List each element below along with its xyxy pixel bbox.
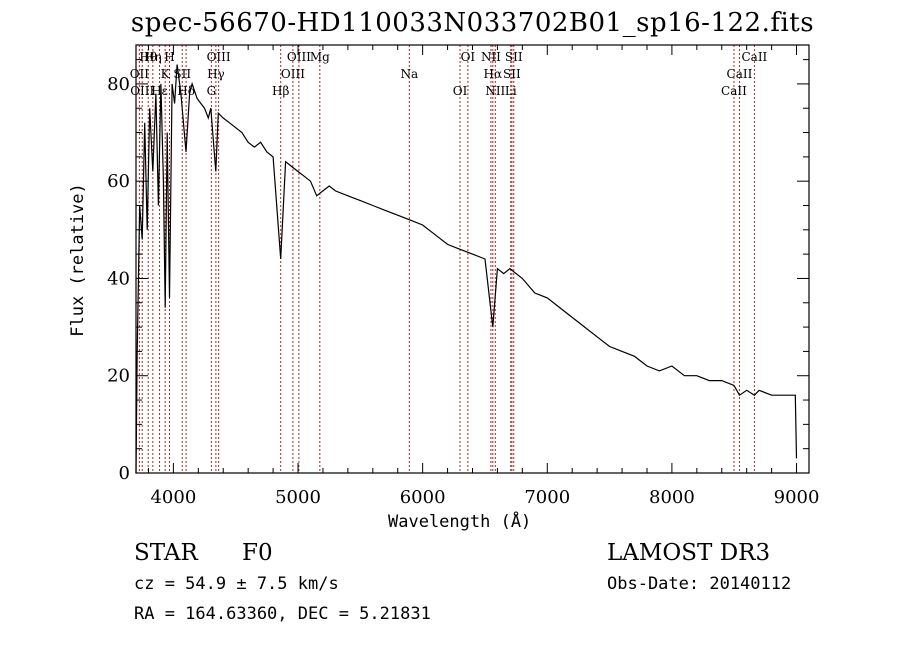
spectral-marker-label: SII: [505, 50, 523, 64]
survey-name: LAMOST DR3: [607, 540, 771, 566]
spectral-line-markers: [138, 45, 755, 473]
observation-date: Obs-Date: 20140112: [607, 574, 792, 594]
spectral-marker-label: NII: [485, 84, 505, 98]
x-axis-ticks: 4000 5000 6000 7000 8000 9000: [147, 45, 820, 508]
x-tick-label: 4000: [150, 487, 196, 508]
spectral-marker-label: Li: [505, 84, 517, 98]
x-axis-label: Wavelength (Å): [388, 512, 532, 532]
x-tick-label: 6000: [400, 487, 446, 508]
object-class: STAR: [134, 540, 198, 566]
spectral-marker-label: SII: [503, 67, 521, 81]
subclass: F0: [242, 540, 273, 566]
spectral-marker-label: Hα: [484, 67, 503, 81]
spectral-marker-label: CaII: [721, 84, 747, 98]
y-tick-label: 20: [107, 366, 130, 387]
y-axis-label: Flux (relative): [68, 183, 88, 337]
plot-frame: [135, 44, 810, 474]
spectral-marker-label: NII: [481, 50, 501, 64]
spectral-marker-label: CaII: [727, 67, 753, 81]
coordinates: RA = 164.63360, DEC = 5.21831: [134, 604, 431, 624]
y-tick-label: 60: [107, 171, 130, 192]
x-tick-label: 8000: [649, 487, 695, 508]
y-tick-label: 40: [107, 268, 130, 289]
spectral-marker-label: Hθ: [139, 50, 157, 64]
chart-title: spec-56670-HD110033N033702B01_sp16-122.f…: [130, 8, 815, 38]
spectral-line-labels: HθOIIOIIIHηKHεHSIIHδOIIIHγGOIIIOIIIHβMgN…: [130, 50, 768, 98]
spectral-marker-label: OI: [453, 84, 468, 98]
spectral-marker-label: H: [164, 50, 174, 64]
y-tick-label: 0: [119, 463, 130, 484]
spectral-marker-label: Hγ: [207, 67, 225, 81]
x-tick-label: 5000: [275, 487, 321, 508]
spectral-marker-label: CaII: [741, 50, 767, 64]
spectral-marker-label: OII: [130, 67, 150, 81]
spectral-marker-label: Hδ: [177, 84, 195, 98]
spectral-marker-label: Hβ: [272, 84, 289, 98]
spectral-marker-label: Hε: [151, 84, 168, 98]
spectral-marker-label: Na: [400, 67, 418, 81]
spectral-marker-label: Hη: [144, 50, 162, 64]
spectral-marker-label: K: [161, 67, 171, 81]
spectral-marker-label: OIII: [207, 50, 231, 64]
x-tick-label: 9000: [774, 487, 820, 508]
redshift-velocity: cz = 54.9 ± 7.5 km/s: [134, 574, 339, 594]
spectral-marker-label: OIII: [287, 50, 311, 64]
y-axis-ticks: 0 20 40 60 80: [107, 59, 809, 484]
spectral-marker-label: G: [207, 84, 217, 98]
spectral-marker-label: Mg: [310, 50, 330, 64]
spectrum-line: [135, 64, 798, 474]
y-tick-label: 80: [107, 74, 130, 95]
spectral-marker-label: OI: [461, 50, 476, 64]
x-tick-label: 7000: [524, 487, 570, 508]
spectral-marker-label: OIII: [281, 67, 305, 81]
